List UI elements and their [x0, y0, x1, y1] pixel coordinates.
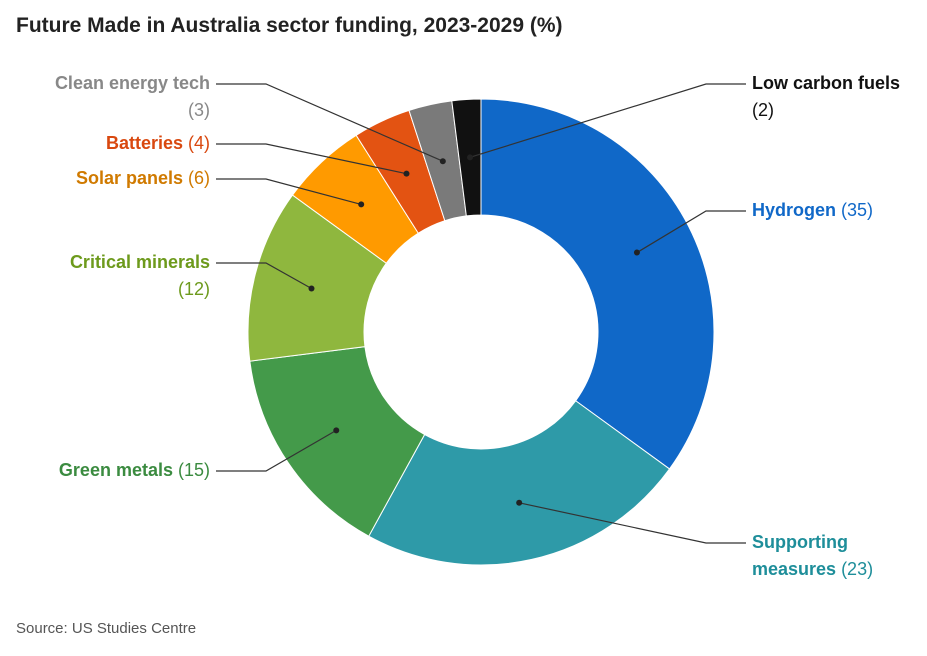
label-name-supporting-measures-0: Supporting: [752, 532, 848, 552]
label-value-batteries: (4): [183, 133, 210, 153]
label-value-hydrogen: (35): [836, 200, 873, 220]
chart-title: Future Made in Australia sector funding,…: [16, 14, 563, 37]
label-value-solar-panels: (6): [183, 168, 210, 188]
chart-source: Source: US Studies Centre: [16, 620, 197, 637]
label-value-critical-minerals: (12): [178, 279, 210, 299]
leader-dot-green-metals: [333, 427, 340, 434]
label-clean-energy-tech: Clean energy tech (3): [55, 73, 210, 120]
label-name-supporting-measures-1: measures: [752, 559, 836, 579]
leader-lines: [216, 83, 746, 544]
leader-dot-clean-energy-tech: [439, 158, 446, 165]
slice-green-metals: [249, 346, 426, 537]
label-batteries: Batteries (4): [106, 133, 210, 153]
label-name-critical-minerals-0: Critical minerals: [70, 252, 210, 272]
slice-supporting-measures: [368, 400, 671, 566]
leader-line-supporting-measures: [519, 502, 746, 544]
label-value-green-metals: (15): [173, 460, 210, 480]
label-name-low-carbon-fuels-0: Low carbon fuels: [752, 73, 900, 93]
slice-hydrogen: [480, 98, 715, 470]
leader-line-batteries: [216, 143, 407, 175]
leader-dot-supporting-measures: [516, 499, 523, 506]
label-critical-minerals: Critical minerals (12): [70, 252, 210, 299]
donut-chart: Hydrogen (35) Supporting measures (23) Gree…: [55, 73, 900, 579]
label-value-low-carbon-fuels: (2): [752, 100, 774, 120]
leader-line-clean-energy-tech: [216, 83, 444, 162]
label-name-green-metals-0: Green metals: [59, 460, 173, 480]
slice-low-carbon-fuels: [451, 98, 482, 217]
label-name-batteries-0: Batteries: [106, 133, 183, 153]
slice-labels: Hydrogen (35) Supporting measures (23) Gree…: [55, 73, 900, 579]
leader-line-solar-panels: [216, 178, 362, 206]
leader-line-green-metals: [216, 429, 337, 472]
leader-dot-critical-minerals: [308, 285, 315, 292]
label-value-clean-energy-tech: (3): [188, 100, 210, 120]
label-supporting-measures: Supporting measures (23): [752, 532, 873, 579]
leader-line-low-carbon-fuels: [469, 83, 746, 158]
leader-line-hydrogen: [636, 210, 746, 254]
label-solar-panels: Solar panels (6): [76, 168, 210, 188]
label-name-clean-energy-tech-0: Clean energy tech: [55, 73, 210, 93]
label-name-hydrogen-0: Hydrogen: [752, 200, 836, 220]
leader-dot-hydrogen: [633, 249, 640, 256]
leader-line-critical-minerals: [216, 262, 312, 290]
label-hydrogen: Hydrogen (35): [752, 200, 873, 220]
label-name-solar-panels-0: Solar panels: [76, 168, 183, 188]
leader-dot-solar-panels: [358, 201, 365, 208]
label-low-carbon-fuels: Low carbon fuels (2): [752, 73, 900, 120]
label-value-supporting-measures: (23): [836, 559, 873, 579]
leader-dot-batteries: [403, 170, 410, 177]
label-green-metals: Green metals (15): [59, 460, 210, 480]
leader-dot-low-carbon-fuels: [467, 154, 474, 161]
donut-slices: [247, 98, 715, 566]
